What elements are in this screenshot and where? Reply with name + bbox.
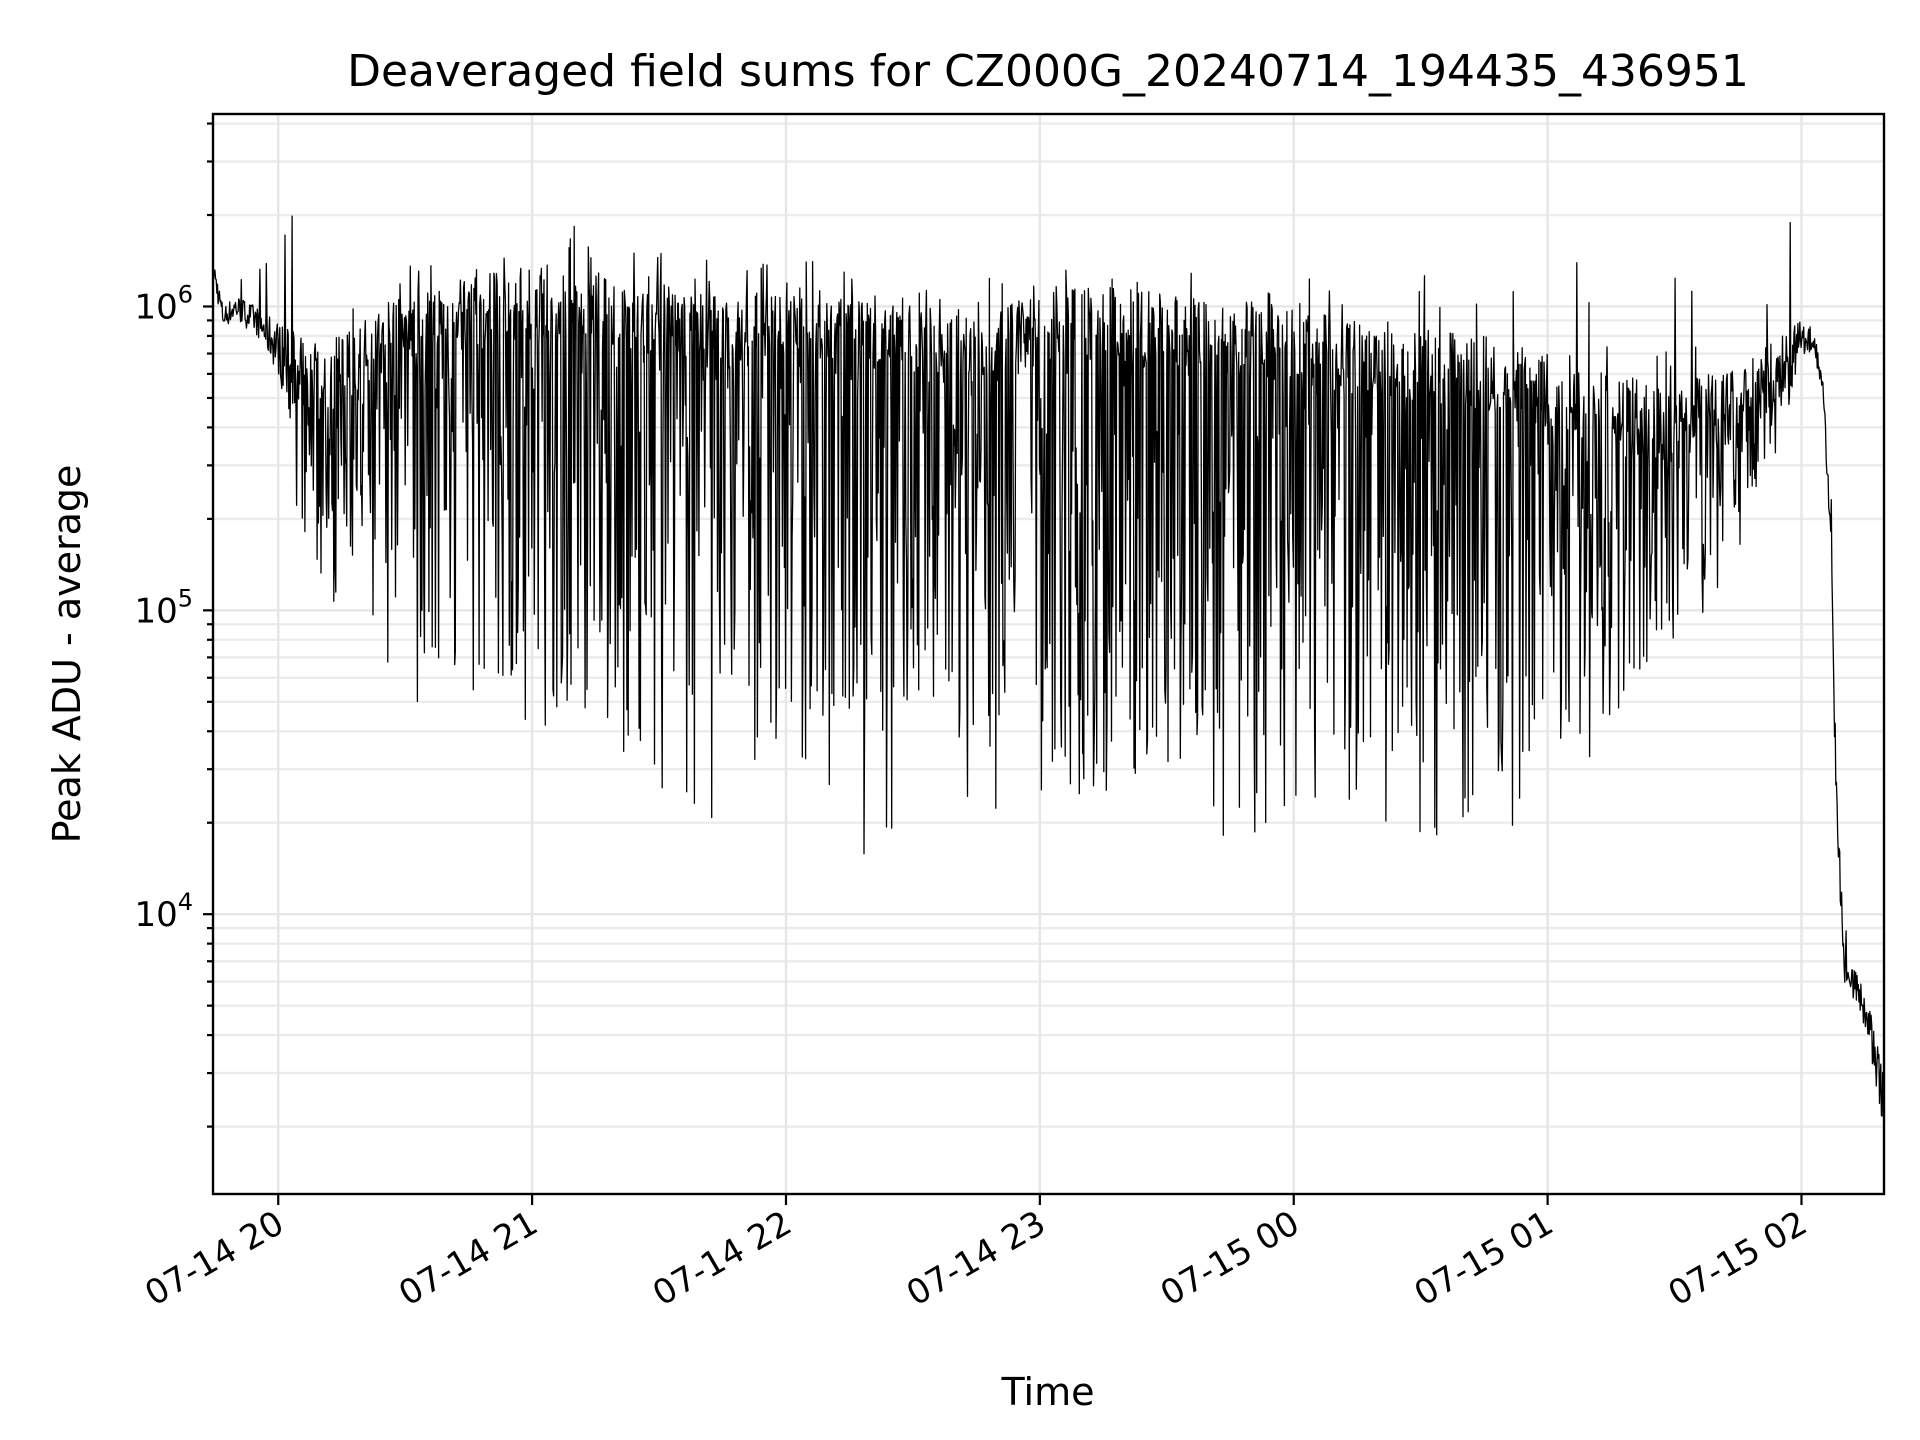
plot-data (212, 215, 1885, 1117)
y-tick-base: 10 (134, 287, 177, 327)
chart-title: Deaveraged field sums for CZ000G_2024071… (347, 46, 1749, 97)
y-axis-label: Peak ADU - average (45, 465, 89, 844)
y-tick-exponent: 5 (178, 584, 193, 612)
y-tick-label: 104 (134, 888, 193, 935)
y-tick-exponent: 6 (178, 280, 193, 308)
y-tick-base: 10 (134, 591, 177, 631)
x-axis-label: Time (1001, 1370, 1095, 1414)
y-tick-label: 105 (134, 584, 193, 631)
plot-frame (211, 112, 1886, 1196)
series-line (212, 215, 1885, 1117)
y-tick-label: 106 (134, 280, 193, 327)
y-tick-exponent: 4 (178, 888, 193, 916)
y-tick-base: 10 (134, 895, 177, 935)
